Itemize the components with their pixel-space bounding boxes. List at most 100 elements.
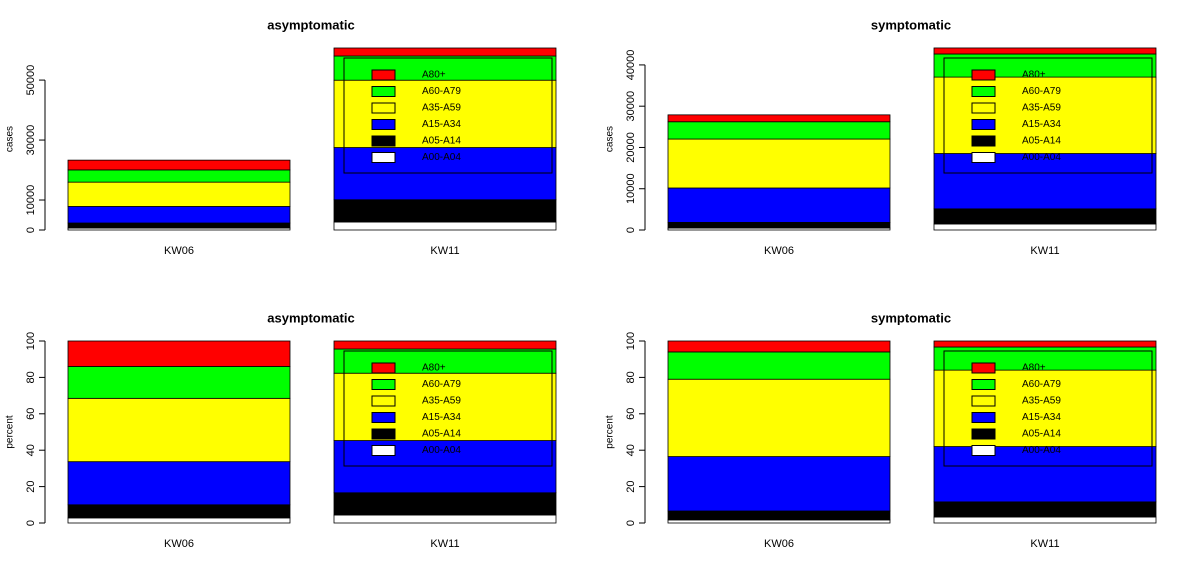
x-tick-label: KW06 xyxy=(164,245,194,257)
legend-label: A35-A59 xyxy=(1022,103,1061,114)
legend-swatch xyxy=(971,428,996,440)
bar-segment xyxy=(933,340,1157,348)
bar-segment xyxy=(333,372,557,441)
legend-label: A00-A04 xyxy=(1022,152,1061,163)
legend-swatch xyxy=(971,395,996,407)
y-tick-label: 100 xyxy=(625,332,637,350)
legend-label: A05-A14 xyxy=(1022,429,1061,440)
legend-label: A80+ xyxy=(1022,70,1046,81)
y-tick-label: 0 xyxy=(25,520,37,526)
legend-swatch xyxy=(971,102,996,114)
bar-segment xyxy=(667,121,891,140)
legend-swatch xyxy=(971,379,996,390)
bar-segment xyxy=(667,114,891,123)
legend-label: A60-A79 xyxy=(422,379,461,390)
bar-segment xyxy=(67,517,291,524)
legend-label: A15-A34 xyxy=(1022,119,1061,130)
legend-label: A80+ xyxy=(422,363,446,374)
bar-segment xyxy=(333,199,557,223)
x-tick-label: KW11 xyxy=(430,538,459,550)
bar-segment xyxy=(67,169,291,183)
y-tick-label: 100 xyxy=(25,332,37,350)
legend-label: A05-A14 xyxy=(422,429,461,440)
bar-segment xyxy=(933,369,1157,447)
y-tick-label: 0 xyxy=(625,520,637,526)
y-tick-label: 20000 xyxy=(625,132,637,163)
legend-swatch xyxy=(371,86,396,97)
legend-label: A05-A14 xyxy=(1022,136,1061,147)
legend-swatch xyxy=(371,428,396,440)
y-tick-label: 80 xyxy=(625,371,637,383)
y-axis-label: percent xyxy=(605,415,616,449)
bar-segment xyxy=(67,397,291,463)
bar-segment xyxy=(933,223,1157,231)
x-tick-label: KW06 xyxy=(164,538,194,550)
legend-label: A00-A04 xyxy=(422,445,461,456)
legend-swatch xyxy=(971,445,996,456)
bar-segment xyxy=(67,340,291,367)
y-tick-label: 30000 xyxy=(625,91,637,122)
bar-segment xyxy=(933,47,1157,55)
legend-swatch xyxy=(971,152,996,163)
y-tick-label: 60 xyxy=(25,408,37,420)
y-tick-label: 0 xyxy=(625,227,637,233)
chart-title: symptomatic xyxy=(871,310,951,325)
legend-swatch xyxy=(371,102,396,114)
y-axis-label: percent xyxy=(5,415,16,449)
legend-swatch xyxy=(971,362,996,374)
legend-swatch xyxy=(371,69,396,81)
bar-segment xyxy=(933,153,1157,210)
bar-segment xyxy=(667,187,891,223)
legend-label: A35-A59 xyxy=(422,396,461,407)
legend-swatch xyxy=(371,119,396,130)
legend-swatch xyxy=(371,135,396,147)
bar-segment xyxy=(933,501,1157,518)
legend-swatch xyxy=(371,362,396,374)
legend-swatch xyxy=(971,412,996,423)
legend-swatch xyxy=(371,379,396,390)
y-tick-label: 40 xyxy=(25,444,37,456)
bar-segment xyxy=(333,514,557,524)
legend-label: A05-A14 xyxy=(422,136,461,147)
legend-label: A35-A59 xyxy=(1022,396,1061,407)
bar-segment xyxy=(933,76,1157,154)
legend-label: A80+ xyxy=(1022,363,1046,374)
y-axis-label: cases xyxy=(5,126,16,152)
x-tick-label: KW11 xyxy=(1030,245,1059,257)
y-tick-label: 20 xyxy=(625,480,637,492)
legend-label: A60-A79 xyxy=(1022,86,1061,97)
bar-segment xyxy=(667,138,891,189)
x-tick-label: KW06 xyxy=(764,538,794,550)
y-tick-label: 40 xyxy=(625,444,637,456)
y-tick-label: 0 xyxy=(25,227,37,233)
bar-segment xyxy=(333,440,557,494)
y-tick-label: 10000 xyxy=(625,173,637,204)
legend-label: A15-A34 xyxy=(422,119,461,130)
bar-segment xyxy=(667,519,891,524)
bar-segment xyxy=(67,159,291,171)
bar-segment xyxy=(333,348,557,374)
bar-segment xyxy=(333,147,557,201)
bar-segment xyxy=(67,181,291,207)
bar-segment xyxy=(933,208,1157,225)
legend-box xyxy=(343,57,553,174)
y-tick-label: 20 xyxy=(25,480,37,492)
y-tick-label: 30000 xyxy=(25,125,37,156)
y-axis-label: cases xyxy=(605,126,616,152)
legend-swatch xyxy=(371,152,396,163)
bar-segment xyxy=(667,340,891,353)
chart-title: asymptomatic xyxy=(267,310,354,325)
legend-box xyxy=(943,57,1153,174)
legend-box xyxy=(343,350,553,467)
chart-title: asymptomatic xyxy=(267,17,354,32)
bar-segment xyxy=(333,340,557,350)
bar-segment xyxy=(333,79,557,148)
y-tick-label: 60 xyxy=(625,408,637,420)
y-tick-label: 50000 xyxy=(25,65,37,96)
bar-segment xyxy=(333,492,557,516)
bar-segment xyxy=(667,510,891,521)
bar-segment xyxy=(67,461,291,506)
y-tick-label: 40000 xyxy=(625,50,637,81)
bar-segment xyxy=(333,221,557,231)
